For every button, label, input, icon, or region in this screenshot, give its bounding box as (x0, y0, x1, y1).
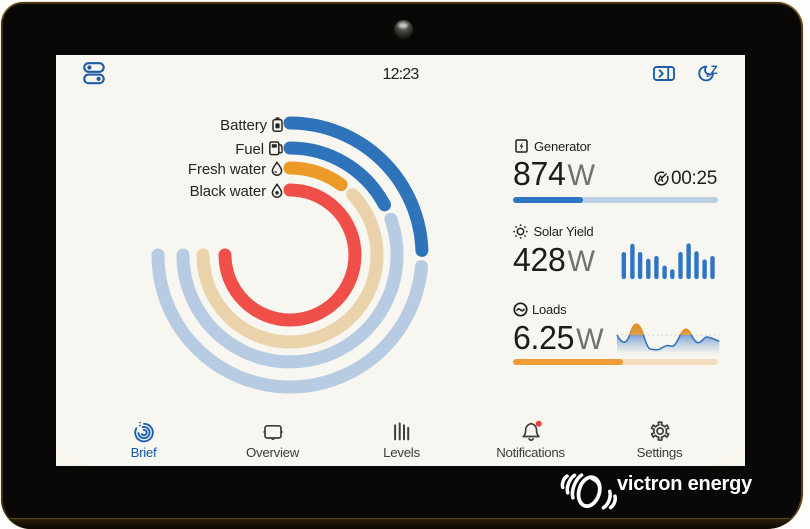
svg-text:Z: Z (711, 65, 718, 77)
svg-text:z: z (706, 70, 710, 79)
svg-text:A: A (657, 173, 664, 183)
